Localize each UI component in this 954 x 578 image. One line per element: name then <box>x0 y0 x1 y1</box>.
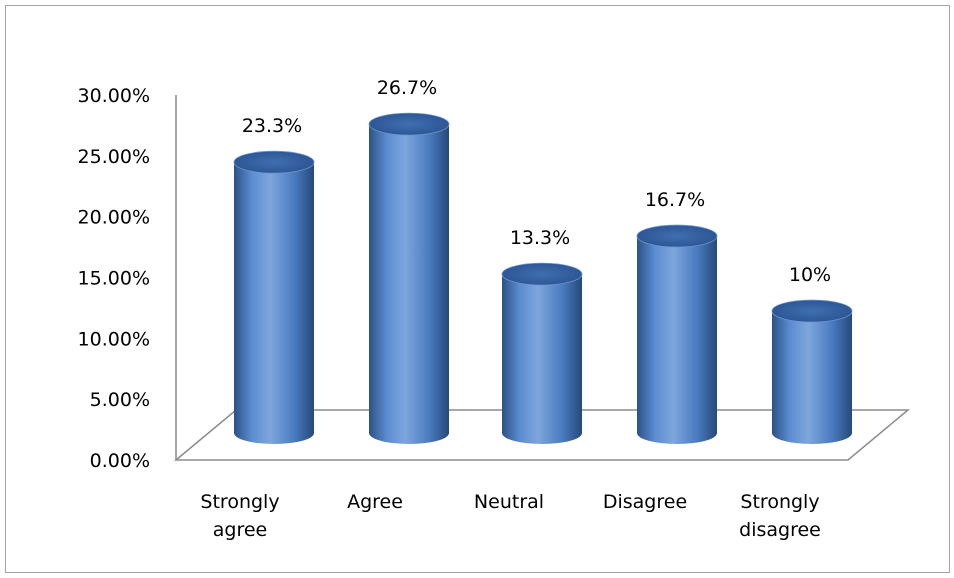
y-tick-label: 30.00% <box>78 85 150 107</box>
y-tick-label: 25.00% <box>78 146 150 168</box>
bar-strongly-agree <box>233 150 315 445</box>
bar-disagree <box>636 224 718 444</box>
bar-top <box>368 112 450 136</box>
bar-top <box>233 150 315 174</box>
data-label: 13.3% <box>510 227 570 249</box>
bar-top <box>636 224 718 248</box>
y-tick-label: 15.00% <box>78 268 150 290</box>
y-tick-label: 0.00% <box>90 450 150 472</box>
bar-body <box>234 162 314 445</box>
bar-body <box>502 274 582 444</box>
labels-group: 0.00% 5.00% 10.00% 15.00% 20.00% 25.00% 30.00%… <box>78 77 832 541</box>
x-category-label: Strongly agree <box>200 491 279 541</box>
x-category-label: Strongly disagree <box>739 491 821 541</box>
y-tick-label: 20.00% <box>78 207 150 229</box>
bar-body <box>637 236 717 444</box>
x-category-label: Disagree <box>603 491 687 513</box>
x-category-label: Agree <box>347 491 403 513</box>
bar-top <box>501 262 583 286</box>
data-label: 16.7% <box>645 189 705 211</box>
chart-frame <box>5 5 950 573</box>
data-label: 10% <box>789 264 831 286</box>
data-label: 26.7% <box>377 77 437 99</box>
bar-top <box>771 299 853 323</box>
y-tick-label: 5.00% <box>90 389 150 411</box>
y-tick-label: 10.00% <box>78 328 150 350</box>
x-category-label: Neutral <box>474 491 544 513</box>
bar-body <box>772 311 852 444</box>
bar-strongly-disagree <box>771 299 853 444</box>
bar-body <box>369 124 449 444</box>
bar-agree <box>368 112 450 444</box>
bar-neutral <box>501 262 583 444</box>
data-label: 23.3% <box>242 115 302 137</box>
bars-group <box>233 112 853 445</box>
